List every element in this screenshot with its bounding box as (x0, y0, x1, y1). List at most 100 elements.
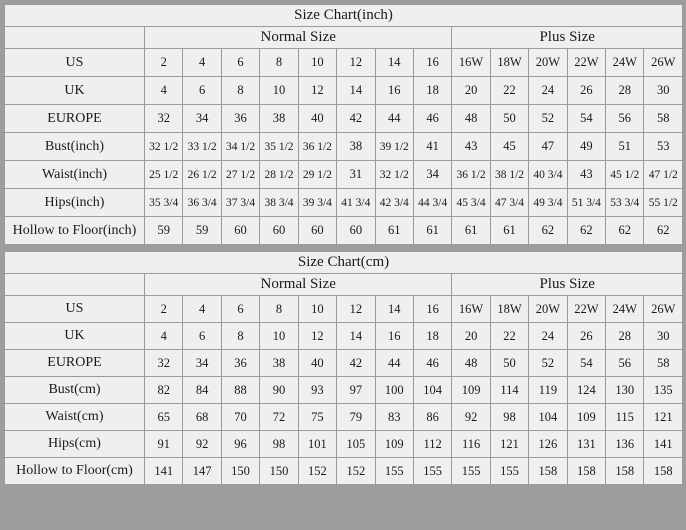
cell-value: 6 (220, 48, 261, 77)
cell-value: 52 (528, 349, 568, 377)
cell-value: 147 (182, 457, 222, 485)
cell-value: 36 1/2 (451, 160, 491, 189)
cell-value: 92 (182, 430, 222, 458)
cell-value: 43 (566, 160, 607, 189)
row-label: US (4, 48, 145, 77)
cell-value: 62 (605, 216, 645, 245)
cell-value: 27 1/2 (220, 160, 261, 189)
cell-value: 121 (489, 430, 530, 458)
cell-value: 14 (336, 322, 376, 350)
cell-value: 38 (259, 349, 299, 377)
cell-value: 32 1/2 (374, 160, 414, 189)
cell-value: 101 (297, 430, 338, 458)
cell-value: 38 1/2 (489, 160, 530, 189)
table-title: Size Chart(inch) (3, 4, 684, 27)
table-title-row: Size Chart(inch) (3, 4, 684, 27)
cell-value: 152 (336, 457, 376, 485)
cell-value: 2 (143, 48, 184, 77)
cell-value: 41 3/4 (336, 188, 376, 217)
cell-value: 8 (259, 295, 299, 323)
cell-value: 12 (336, 48, 376, 77)
cell-value: 26 (566, 322, 607, 350)
cell-value: 150 (220, 457, 261, 485)
row-label: US (4, 295, 145, 323)
cell-value: 60 (220, 216, 261, 245)
group-header-row: Normal Size Plus Size (4, 26, 684, 49)
row-label: UK (4, 76, 145, 105)
cell-value: 126 (528, 430, 568, 458)
cell-value: 53 3/4 (605, 188, 645, 217)
cell-value: 75 (297, 403, 338, 431)
cell-value: 62 (528, 216, 568, 245)
cell-value: 47 1/2 (643, 160, 684, 189)
cell-value: 36 (220, 104, 261, 133)
cell-value: 34 (182, 104, 222, 133)
cell-value: 58 (643, 349, 684, 377)
table-row: Waist(cm) 65 68 70 72 75 79 83 86 92 98 104 109 115 12… (4, 403, 684, 431)
cell-value: 16 (412, 295, 453, 323)
cell-value: 61 (489, 216, 530, 245)
table-title-row: Size Chart(cm) (3, 251, 684, 274)
cell-value: 22 (489, 322, 530, 350)
cell-value: 119 (528, 376, 568, 404)
cell-value: 44 (374, 349, 414, 377)
row-label: Hollow to Floor(cm) (4, 457, 145, 485)
cell-value: 36 1/2 (297, 132, 338, 161)
cell-value: 56 (605, 349, 645, 377)
cell-value: 10 (259, 322, 299, 350)
cell-value: 30 (643, 76, 684, 105)
cell-value: 92 (451, 403, 491, 431)
cell-value: 26 (566, 76, 607, 105)
cell-value: 115 (605, 403, 645, 431)
group-header-row: Normal Size Plus Size (4, 273, 684, 296)
cell-value: 28 (605, 76, 645, 105)
cell-value: 4 (182, 48, 222, 77)
cell-value: 62 (643, 216, 684, 245)
size-chart-cm: Size Chart(cm) Normal Size Plus Size US 2 4 6 8… (3, 251, 684, 485)
size-chart-inch: Size Chart(inch) Normal Size Plus Size US 2 4… (3, 4, 684, 245)
cell-value: 124 (566, 376, 607, 404)
cell-value: 45 3/4 (451, 188, 491, 217)
cell-value: 26 1/2 (182, 160, 222, 189)
row-label: Waist(cm) (4, 403, 145, 431)
cell-value: 93 (297, 376, 338, 404)
cell-value: 62 (566, 216, 607, 245)
cell-value: 60 (259, 216, 299, 245)
cell-value: 43 (451, 132, 491, 161)
cell-value: 33 1/2 (182, 132, 222, 161)
cell-value: 28 1/2 (259, 160, 299, 189)
cell-value: 6 (220, 295, 261, 323)
cell-value: 28 (605, 322, 645, 350)
cell-value: 61 (412, 216, 453, 245)
cell-value: 46 (412, 104, 453, 133)
cell-value: 32 (143, 349, 184, 377)
cell-value: 12 (336, 295, 376, 323)
group-header-normal-size: Normal Size (143, 26, 453, 49)
cell-value: 141 (143, 457, 184, 485)
cell-value: 48 (451, 349, 491, 377)
group-header-spacer (4, 273, 145, 296)
cell-value: 79 (336, 403, 376, 431)
cell-value: 6 (182, 322, 222, 350)
cell-value: 8 (259, 48, 299, 77)
cell-value: 50 (489, 349, 530, 377)
cell-value: 39 1/2 (374, 132, 414, 161)
cell-value: 34 (182, 349, 222, 377)
cell-value: 86 (412, 403, 453, 431)
cell-value: 52 (528, 104, 568, 133)
cell-value: 35 1/2 (259, 132, 299, 161)
cell-value: 2 (143, 295, 184, 323)
cell-value: 155 (374, 457, 414, 485)
group-header-plus-size: Plus Size (451, 273, 684, 296)
cell-value: 18 (412, 322, 453, 350)
cell-value: 35 3/4 (143, 188, 184, 217)
row-label: Bust(cm) (4, 376, 145, 404)
cell-value: 36 3/4 (182, 188, 222, 217)
cell-value: 96 (220, 430, 261, 458)
table-row: Bust(cm) 82 84 88 90 93 97 100 104 109 114 119 124 13… (4, 376, 684, 404)
cell-value: 12 (297, 76, 338, 105)
cell-value: 36 (220, 349, 261, 377)
table-title: Size Chart(cm) (3, 251, 684, 274)
table-row: Hips(inch) 35 3/4 36 3/4 37 3/4 38 3/4 39 3/4… (4, 188, 684, 217)
